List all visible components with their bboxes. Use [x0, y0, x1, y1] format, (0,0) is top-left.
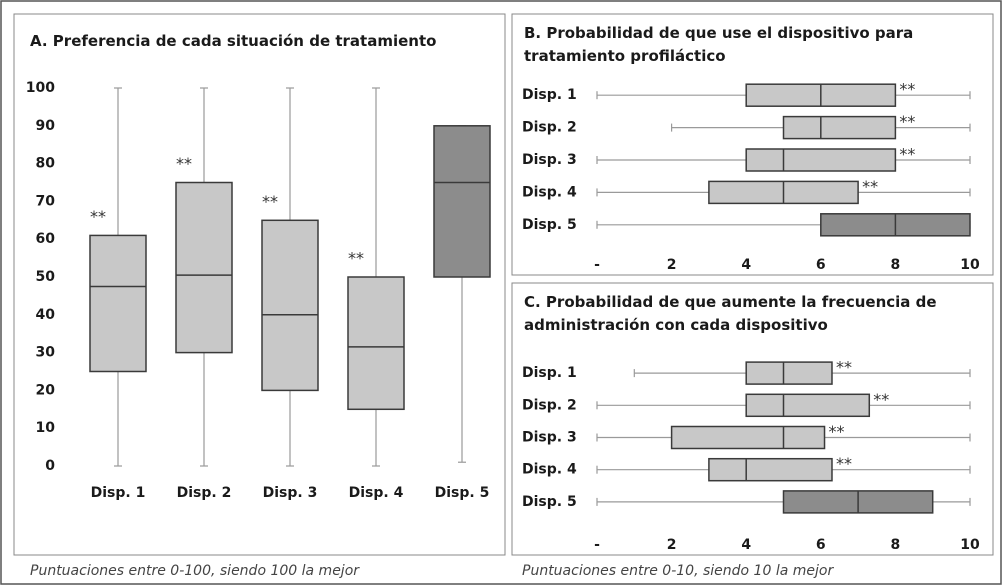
chart-title: B. Probabilidad de que use el dispositiv… [524, 24, 914, 65]
x-tick-label: 2 [667, 537, 677, 553]
x-tick-label: 4 [741, 257, 751, 273]
x-tick-label: Disp. 5 [435, 485, 490, 501]
box [782, 115, 897, 140]
x-tick-label: - [594, 257, 600, 273]
x-tick-label: Disp. 4 [349, 485, 404, 501]
annotation: ** [899, 80, 915, 99]
y-tick-label: 100 [26, 80, 55, 96]
annotation: ** [899, 112, 915, 131]
annotation: ** [873, 390, 889, 409]
chart-title: C. Probabilidad de que aumente la frecue… [524, 293, 937, 334]
y-tick-label: Disp. 4 [522, 184, 577, 200]
y-tick-label: 0 [45, 458, 55, 474]
x-tick-label: 8 [891, 537, 901, 553]
y-tick-label: Disp. 5 [522, 494, 577, 510]
y-tick-label: 20 [36, 382, 56, 398]
box [670, 425, 826, 450]
y-tick-label: Disp. 2 [522, 120, 577, 136]
panel-b-frame [511, 13, 994, 276]
footnote: Puntuaciones entre 0-100, siendo 100 la … [30, 563, 360, 579]
annotation: ** [90, 207, 106, 226]
y-tick-label: Disp. 3 [522, 430, 577, 446]
box [261, 219, 319, 392]
y-tick-label: 10 [36, 420, 56, 436]
box [433, 125, 491, 278]
box [745, 361, 833, 385]
annotation: ** [836, 358, 852, 377]
x-tick-label: 10 [960, 257, 980, 273]
x-tick-label: 6 [816, 257, 826, 273]
y-tick-label: 40 [36, 307, 56, 323]
x-tick-label: 4 [741, 537, 751, 553]
box [745, 393, 871, 418]
footnote: Puntuaciones entre 0-10, siendo 10 la me… [522, 563, 834, 579]
y-tick-label: 90 [36, 118, 56, 134]
annotation: ** [899, 145, 915, 164]
y-tick-label: 80 [36, 156, 56, 172]
x-tick-label: Disp. 2 [177, 485, 232, 501]
box [89, 234, 147, 373]
box [347, 276, 405, 411]
x-tick-label: 2 [667, 257, 677, 273]
y-tick-label: 70 [36, 193, 56, 209]
y-tick-label: Disp. 1 [522, 87, 577, 103]
panel-c-frame [511, 282, 994, 556]
annotation: ** [862, 177, 878, 196]
y-tick-label: Disp. 4 [522, 462, 577, 478]
annotation: ** [829, 422, 845, 441]
y-tick-label: 60 [36, 231, 56, 247]
annotation: ** [836, 454, 852, 473]
box [175, 181, 233, 354]
y-tick-label: Disp. 2 [522, 397, 577, 413]
x-tick-label: 10 [960, 537, 980, 553]
annotation: ** [348, 249, 364, 268]
box [708, 457, 833, 482]
y-tick-label: Disp. 1 [522, 365, 577, 381]
y-tick-label: Disp. 3 [522, 152, 577, 168]
y-tick-label: Disp. 5 [522, 217, 577, 233]
x-tick-label: 6 [816, 537, 826, 553]
x-tick-label: 8 [891, 257, 901, 273]
x-tick-label: Disp. 1 [91, 485, 146, 501]
chart-title: A. Preferencia de cada situación de trat… [30, 32, 437, 50]
x-tick-label: Disp. 3 [263, 485, 318, 501]
box [745, 148, 897, 172]
y-tick-label: 30 [36, 345, 56, 361]
annotation: ** [176, 154, 192, 173]
y-tick-label: 50 [36, 269, 56, 285]
panel-a-frame [13, 13, 506, 556]
x-tick-label: - [594, 537, 600, 553]
annotation: ** [262, 192, 278, 211]
